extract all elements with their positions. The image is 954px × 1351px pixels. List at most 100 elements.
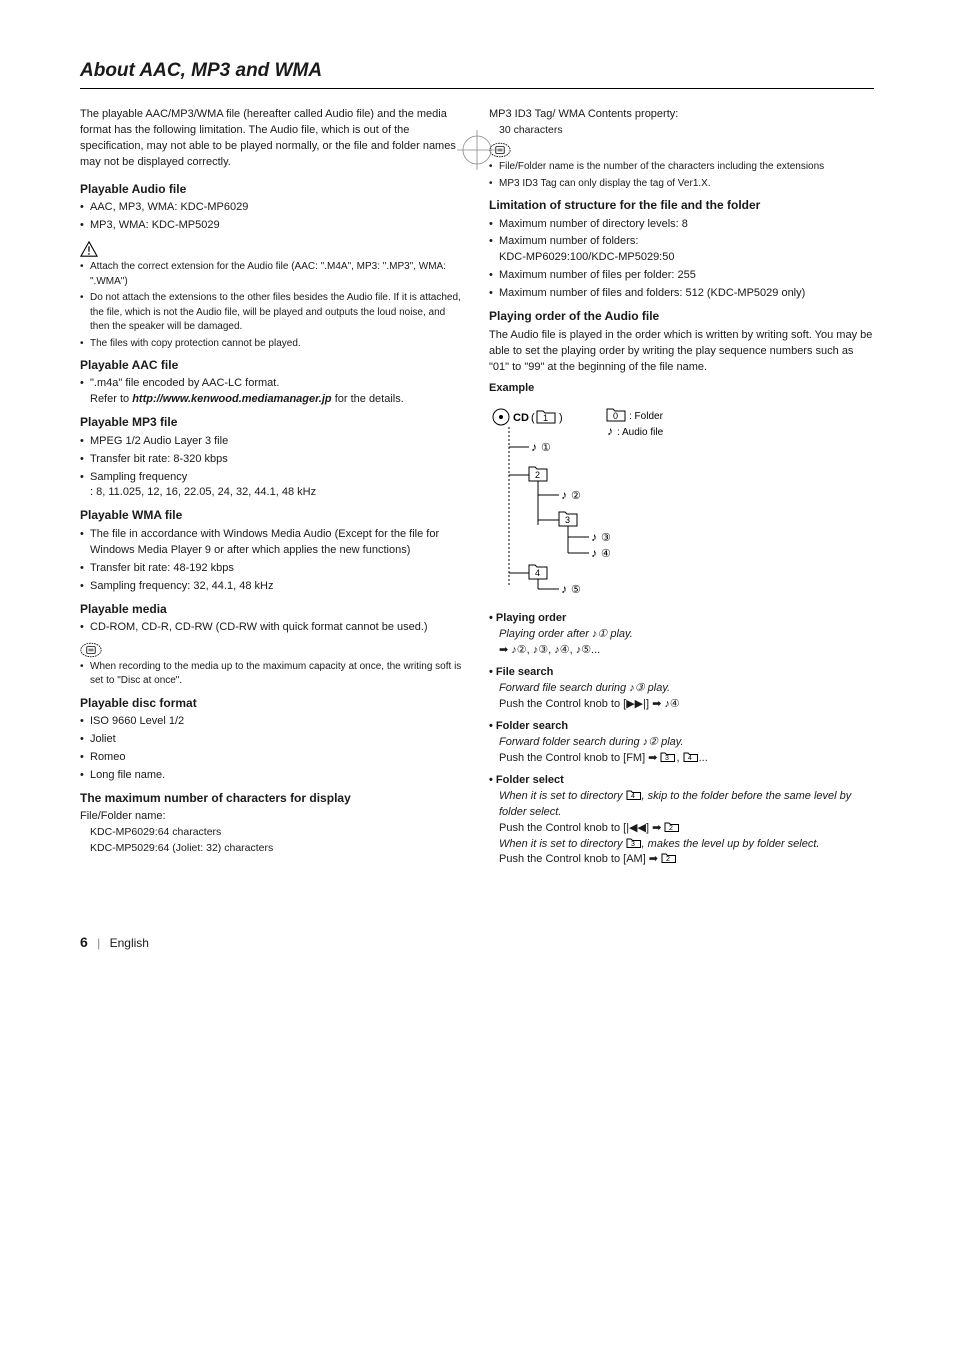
list-item: The files with copy protection cannot be…: [80, 337, 465, 352]
left-column: The playable AAC/MP3/WMA file (hereafter…: [80, 107, 465, 874]
svg-text:4: 4: [631, 793, 635, 800]
note-list-media: When recording to the media up to the ma…: [80, 660, 465, 689]
action-folder-select: Folder select When it is set to director…: [489, 773, 874, 869]
heading-playable-mp3: Playable MP3 file: [80, 414, 465, 431]
id3-block: MP3 ID3 Tag/ WMA Contents property: 30 c…: [489, 107, 874, 138]
svg-text:(: (: [531, 412, 535, 424]
diagram-c4: ④: [601, 548, 611, 560]
svg-text:3: 3: [631, 841, 635, 848]
list-item: AAC, MP3, WMA: KDC-MP6029: [80, 200, 465, 216]
maxchars-body: File/Folder name: KDC-MP6029:64 characte…: [80, 809, 465, 855]
folder-icon: 2: [664, 821, 680, 833]
svg-text:♪: ♪: [591, 530, 597, 544]
list-item: Joliet: [80, 732, 465, 748]
aac-url: http://www.kenwood.mediamanager.jp: [132, 393, 331, 405]
diagram-n0: 0: [613, 411, 618, 421]
list-wma: The file in accordance with Windows Medi…: [80, 527, 465, 595]
list-aac: ".m4a" file encoded by AAC-LC format. Re…: [80, 376, 465, 408]
diagram-n2: 2: [535, 470, 540, 480]
diagram-c1: ①: [541, 442, 551, 454]
list-item: Maximum number of files per folder: 255: [489, 268, 874, 284]
list-item: Sampling frequency: 32, 44.1, 48 kHz: [80, 579, 465, 595]
list-item: MP3 ID3 Tag can only display the tag of …: [489, 177, 874, 192]
footer-divider: |: [97, 936, 100, 950]
action-line: Push the Control knob to [AM] ➡: [499, 853, 661, 865]
action-line: ➡ ♪②, ♪③, ♪④, ♪⑤...: [499, 644, 600, 656]
action-list: Playing order Playing order after ♪① pla…: [489, 611, 874, 868]
folder-icon: 4: [683, 751, 699, 763]
aac-line2c: for the details.: [332, 393, 404, 405]
list-item: Transfer bit rate: 48-192 kbps: [80, 561, 465, 577]
list-item: MP3, WMA: KDC-MP5029: [80, 218, 465, 234]
diagram-n1: 1: [543, 413, 548, 423]
svg-text:): ): [559, 412, 563, 424]
two-column-layout: The playable AAC/MP3/WMA file (hereafter…: [80, 107, 874, 874]
right-column: MP3 ID3 Tag/ WMA Contents property: 30 c…: [489, 107, 874, 874]
action-line: Push the Control knob to [|◀◀] ➡: [499, 822, 664, 834]
list-item: Romeo: [80, 750, 465, 766]
heading-playable-wma: Playable WMA file: [80, 507, 465, 524]
action-line: , makes the level up by folder select.: [642, 838, 820, 850]
folder-icon: 2: [661, 852, 677, 864]
list-item: Attach the correct extension for the Aud…: [80, 260, 465, 289]
id3-line2: 30 characters: [489, 123, 874, 138]
heading-playing-order: Playing order of the Audio file: [489, 308, 874, 325]
svg-text:2: 2: [666, 856, 670, 863]
page-footer: 6 | English: [80, 934, 874, 950]
action-line: Forward folder search during ♪② play.: [499, 736, 684, 748]
svg-text:♪: ♪: [607, 424, 613, 438]
diagram-c2: ②: [571, 490, 581, 502]
limit-folders-sub: KDC-MP6029:100/KDC-MP5029:50: [499, 251, 674, 263]
aac-line2a: Refer to: [90, 393, 132, 405]
heading-max-chars: The maximum number of characters for dis…: [80, 790, 465, 807]
list-item: Long file name.: [80, 768, 465, 784]
list-item: Transfer bit rate: 8-320 kbps: [80, 452, 465, 468]
svg-text:4: 4: [688, 755, 692, 762]
action-title: Folder search: [489, 719, 874, 735]
list-item: Maximum number of folders: KDC-MP6029:10…: [489, 234, 874, 266]
action-title: Playing order: [489, 611, 874, 627]
folder-icon: 4: [626, 789, 642, 801]
list-item: Maximum number of directory levels: 8: [489, 217, 874, 233]
intro-paragraph: The playable AAC/MP3/WMA file (hereafter…: [80, 107, 465, 171]
list-item: ISO 9660 Level 1/2: [80, 714, 465, 730]
action-line: Playing order after ♪① play.: [499, 628, 633, 640]
svg-text:♪: ♪: [561, 582, 567, 596]
action-line: Push the Control knob to [FM] ➡: [499, 752, 660, 764]
action-title: Folder select: [489, 773, 874, 789]
diagram-n4: 4: [535, 568, 540, 578]
list-item: When recording to the media up to the ma…: [80, 660, 465, 689]
diagram-c3: ③: [601, 532, 611, 544]
maxchars-line2: KDC-MP6029:64 characters: [80, 825, 465, 840]
id3-line1: MP3 ID3 Tag/ WMA Contents property:: [489, 107, 874, 123]
page-number: 6: [80, 934, 88, 950]
heading-playable-aac: Playable AAC file: [80, 357, 465, 374]
legend-audio: : Audio file: [617, 427, 664, 438]
list-item: Do not attach the extensions to the othe…: [80, 291, 465, 335]
action-title: File search: [489, 665, 874, 681]
list-item: MPEG 1/2 Audio Layer 3 file: [80, 434, 465, 450]
list-playable-audio: AAC, MP3, WMA: KDC-MP6029 MP3, WMA: KDC-…: [80, 200, 465, 234]
heading-disc-format: Playable disc format: [80, 695, 465, 712]
list-item: Sampling frequency : 8, 11.025, 12, 16, …: [80, 470, 465, 502]
folder-tree-diagram: CD ( 1 ) 0 : Folder ♪ : Audio file ♪ ① 2: [489, 405, 749, 595]
action-line: When it is set to directory: [499, 790, 626, 802]
folder-icon: 3: [660, 751, 676, 763]
note-list-right: File/Folder name is the number of the ch…: [489, 160, 874, 191]
maxchars-line3: KDC-MP5029:64 (Joliet: 32) characters: [80, 841, 465, 856]
svg-text:♪: ♪: [531, 440, 537, 454]
warning-icon: [80, 240, 98, 258]
svg-text:2: 2: [669, 825, 673, 832]
svg-text:♪: ♪: [591, 546, 597, 560]
folder-icon: 3: [626, 837, 642, 849]
note-icon: [80, 642, 102, 658]
aac-line1: ".m4a" file encoded by AAC-LC format.: [90, 377, 279, 389]
page-lang: English: [110, 936, 149, 950]
list-limitation: Maximum number of directory levels: 8 Ma…: [489, 217, 874, 303]
page-title: About AAC, MP3 and WMA: [80, 60, 874, 89]
action-line: Forward file search during ♪③ play.: [499, 682, 670, 694]
legend-folder: : Folder: [629, 411, 664, 422]
list-mp3: MPEG 1/2 Audio Layer 3 file Transfer bit…: [80, 434, 465, 502]
svg-text:3: 3: [665, 755, 669, 762]
list-media: CD-ROM, CD-R, CD-RW (CD-RW with quick fo…: [80, 620, 465, 636]
